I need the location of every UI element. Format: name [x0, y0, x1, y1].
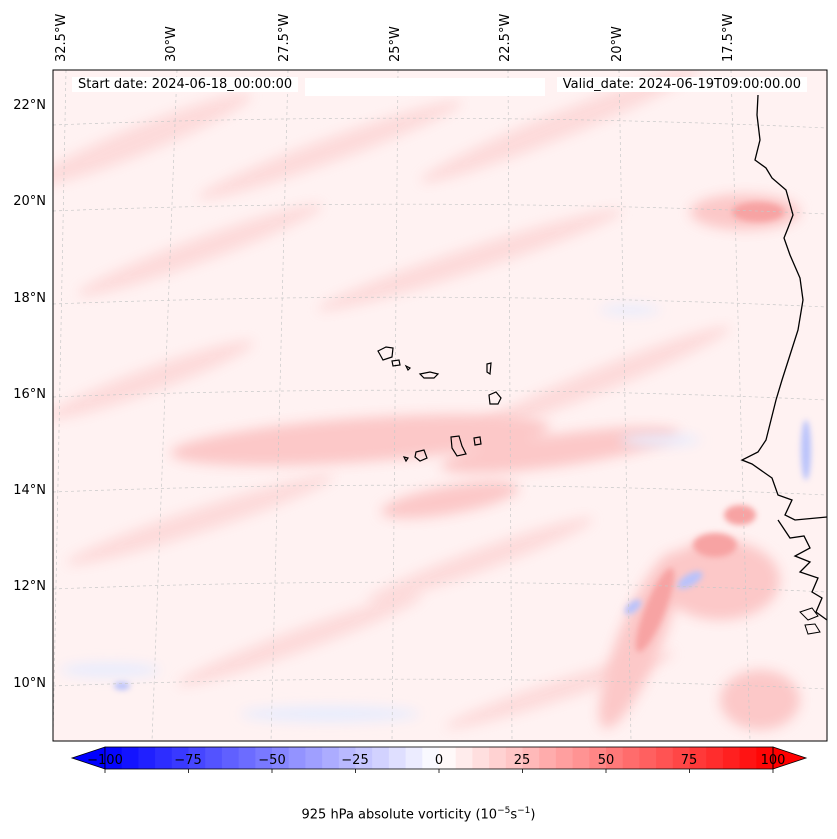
colorbar-cell [355, 747, 373, 769]
colorbar-cell [606, 747, 624, 769]
colorbar-cell [238, 747, 256, 769]
colorbar-cell [756, 747, 774, 769]
map-background [53, 70, 827, 741]
colorbar-cell [672, 747, 691, 769]
latitude-label-18N: 18°N [13, 291, 46, 306]
colorbar-cell [489, 747, 507, 769]
colorbar-label: 925 hPa absolute vorticity (10−5s−1) [301, 806, 536, 823]
colorbar-cell [689, 747, 707, 769]
longitude-label-27.5W: 27.5°W [277, 13, 292, 62]
colorbar-cell [221, 747, 240, 769]
colorbar-tick-label: 0 [434, 753, 444, 768]
colorbar-cell [622, 747, 640, 769]
longitude-label-20W: 20°W [610, 26, 625, 62]
colorbar-cell [372, 747, 390, 769]
longitude-label-22.5W: 22.5°W [498, 13, 513, 62]
colorbar-cell [105, 747, 123, 769]
valid-date-label: Valid_date: 2024-06-19T09:00:00.00 [556, 77, 807, 92]
colorbar-cell [639, 747, 657, 769]
colorbar-cell [555, 747, 574, 769]
longitude-label-25W: 25°W [388, 26, 403, 62]
colorbar-cell [405, 747, 423, 769]
colorbar-cell [572, 747, 590, 769]
colorbar-cell [455, 747, 473, 769]
latitude-label-14N: 14°N [13, 483, 46, 498]
map-frame [52, 69, 828, 742]
colorbar-cell [138, 747, 156, 769]
colorbar-cell [722, 747, 741, 769]
latitude-label-20N: 20°N [13, 194, 46, 209]
colorbar-cell [305, 747, 323, 769]
colorbar-cell [439, 747, 457, 769]
colorbar-cell [188, 747, 206, 769]
colorbar-cell [255, 747, 273, 769]
colorbar-cell [706, 747, 724, 769]
colorbar-tick-label: −75 [174, 753, 202, 768]
latitude-label-16N: 16°N [13, 387, 46, 402]
colorbar-cell [205, 747, 223, 769]
latitude-label-12N: 12°N [13, 579, 46, 594]
colorbar-cell [288, 747, 306, 769]
start-date-label: Start date: 2024-06-18_00:00:00 [72, 77, 299, 92]
colorbar-cell [388, 747, 407, 769]
colorbar [70, 746, 808, 773]
colorbar-cell [155, 747, 173, 769]
colorbar-tick-label: 100 [760, 753, 786, 768]
colorbar-cell [322, 747, 340, 769]
colorbar-tick-label: −50 [258, 753, 286, 768]
colorbar-cell [656, 747, 674, 769]
colorbar-cell [505, 747, 524, 769]
africa-coastline [740, 94, 827, 521]
colorbar-cell [121, 747, 139, 769]
longitude-label-30W: 30°W [164, 26, 179, 62]
colorbar-cell [739, 747, 757, 769]
colorbar-tick-label: 75 [680, 753, 698, 768]
colorbar-cell [422, 747, 440, 769]
cape-verde-islands [377, 346, 502, 463]
longitude-label-17.5W: 17.5°W [721, 13, 736, 62]
colorbar-cell [472, 747, 490, 769]
colorbar-cell [338, 747, 357, 769]
colorbar-cell [589, 747, 607, 769]
colorbar-tick-label: −25 [341, 753, 369, 768]
colorbar-cell [522, 747, 540, 769]
colorbar-cell [171, 747, 190, 769]
colorbar-tick-label: 25 [513, 753, 531, 768]
latitude-label-10N: 10°N [13, 676, 46, 691]
vorticity-field [53, 70, 827, 741]
colorbar-tick-label: 50 [597, 753, 615, 768]
title-band [305, 78, 545, 96]
colorbar-tick-label: −100 [87, 753, 123, 768]
longitude-label-32.5W: 32.5°W [54, 13, 69, 62]
colorbar-cell [539, 747, 557, 769]
latitude-label-22N: 22°N [13, 98, 46, 113]
colorbar-cell [272, 747, 290, 769]
